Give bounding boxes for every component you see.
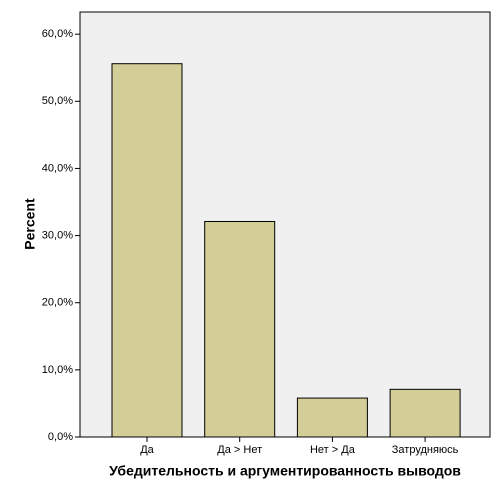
bar [296,397,368,438]
y-tick-label: 60,0% [42,28,73,40]
x-axis-title: Убедительность и аргументированность выв… [109,463,461,479]
x-tick-label: Затрудняюсь [392,444,459,456]
y-tick-label: 50,0% [42,95,73,107]
x-tick-label: Нет > Да [310,444,356,456]
bar [111,63,183,438]
y-tick-label: 20,0% [42,297,73,309]
y-tick-label: 40,0% [42,162,73,174]
x-tick-label: Да [140,444,154,456]
bar [389,388,461,438]
x-tick-label: Да > Нет [217,444,262,456]
y-axis-title: Percent [22,198,38,250]
bar [204,220,276,438]
y-tick-label: 30,0% [42,229,73,241]
y-tick-label: 0,0% [48,431,73,443]
y-tick-label: 10,0% [42,364,73,376]
